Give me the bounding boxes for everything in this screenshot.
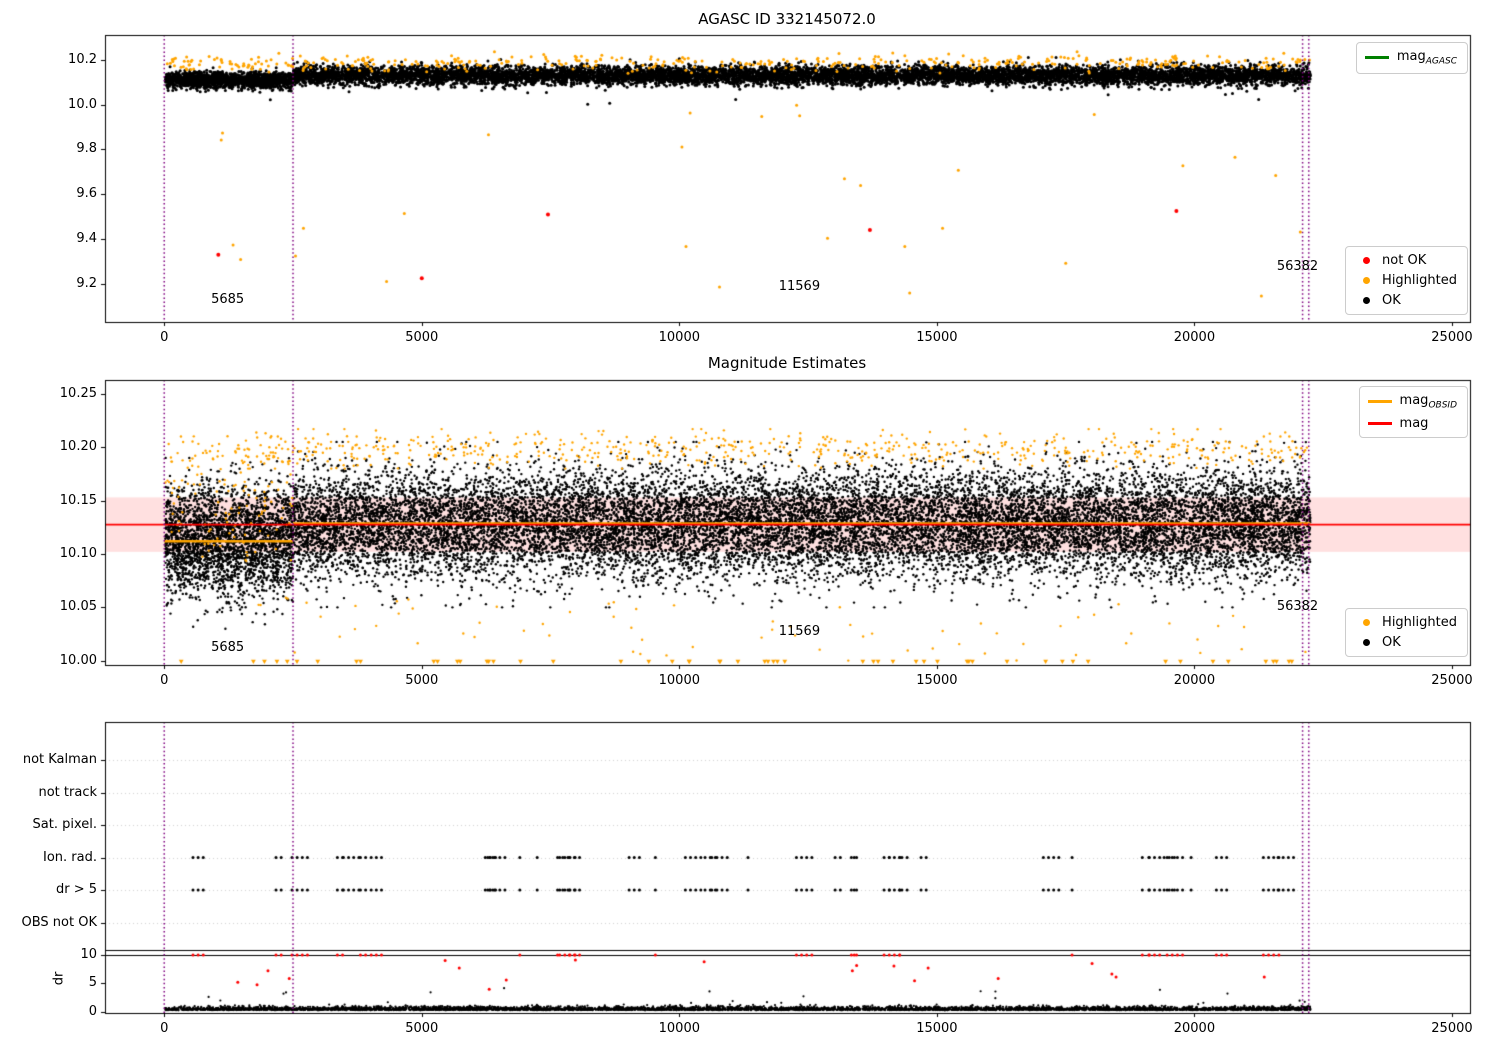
- flag-category-label: OBS not OK: [21, 914, 98, 930]
- legend-label: magOBSID: [1399, 393, 1457, 411]
- legend-label: mag: [1399, 415, 1429, 431]
- obsid-annotation: 56382: [1276, 599, 1319, 615]
- legend-entry-not-ok: not OK: [1354, 253, 1457, 268]
- y-tick-label: 10.05: [59, 599, 97, 615]
- plot2-title: Magnitude Estimates: [707, 354, 867, 372]
- legend-dot-swatch: [1363, 639, 1371, 646]
- legend-entry-highlighted: Highlighted: [1354, 273, 1457, 288]
- x-tick-label: 25000: [1431, 330, 1473, 345]
- legend-label: OK: [1382, 293, 1401, 308]
- x-tick-label: 0: [160, 330, 169, 345]
- legend-dot-swatch: [1363, 277, 1371, 284]
- legend-dot-swatch: [1363, 257, 1371, 264]
- flag-category-label: not track: [38, 784, 97, 800]
- x-tick-label: 0: [160, 1021, 169, 1036]
- x-tick-label: 10000: [658, 673, 700, 688]
- legend-entry-mag: magAGASC: [1364, 49, 1457, 67]
- x-tick-label: 10000: [658, 330, 700, 345]
- flag-category-label: not Kalman: [22, 752, 97, 767]
- legend-entry-mag: mag: [1367, 415, 1457, 431]
- obsid-annotation: 5685: [211, 292, 245, 308]
- x-tick-label: 10000: [658, 1021, 700, 1036]
- obsid-annotation: 11569: [778, 623, 821, 639]
- obsid-annotation: 56382: [1276, 259, 1319, 275]
- y-tick-label: 10.2: [68, 51, 97, 67]
- legend-line-swatch: [1364, 56, 1389, 60]
- legend-label: not OK: [1382, 253, 1427, 268]
- legend-line-swatch: [1367, 400, 1392, 404]
- legend-label: Highlighted: [1382, 273, 1457, 288]
- flag-category-label: dr > 5: [55, 882, 97, 897]
- mag_vs_time-legend-bottom: not OK Highlighted OK: [1345, 246, 1468, 315]
- y-tick-label: 10.25: [59, 385, 97, 401]
- magnitude_estimates-legend-bottom: Highlighted OK: [1345, 608, 1468, 657]
- x-tick-label: 15000: [916, 330, 958, 345]
- legend-dot-swatch: [1363, 297, 1371, 304]
- y-tick-label: 10.20: [59, 439, 97, 455]
- x-tick-label: 20000: [1173, 330, 1216, 345]
- y-tick-label: 0: [88, 1003, 97, 1019]
- x-tick-label: 20000: [1173, 673, 1216, 688]
- x-tick-label: 25000: [1431, 1021, 1473, 1036]
- y-tick-label: 10.10: [59, 545, 97, 561]
- legend-label: Highlighted: [1382, 615, 1457, 630]
- obsid-annotation: 5685: [211, 639, 245, 655]
- mag_vs_time-legend-top: magAGASC: [1355, 42, 1468, 74]
- y-tick-label: 5: [88, 975, 97, 991]
- magnitude_estimates-legend-top: magOBSID mag: [1358, 386, 1468, 438]
- y-tick-label: 10.0: [68, 96, 97, 112]
- x-tick-label: 5000: [405, 1021, 439, 1036]
- legend-entry-mag: magOBSID: [1367, 393, 1457, 411]
- x-tick-label: 25000: [1431, 673, 1473, 688]
- obsid-annotation: 11569: [778, 279, 821, 295]
- y-tick-label: 9.2: [76, 275, 97, 291]
- legend-entry-highlighted: Highlighted: [1354, 615, 1457, 630]
- y-tick-label: 10: [80, 947, 97, 963]
- flag-category-label: Ion. rad.: [43, 849, 97, 865]
- x-tick-label: 5000: [405, 673, 439, 688]
- x-tick-label: 20000: [1173, 1021, 1216, 1036]
- x-tick-label: 15000: [916, 1021, 958, 1036]
- legend-entry-ok: OK: [1354, 293, 1457, 308]
- legend-label: magAGASC: [1396, 49, 1457, 67]
- x-tick-label: 0: [160, 673, 169, 688]
- x-tick-label: 5000: [405, 330, 439, 345]
- legend-dot-swatch: [1363, 619, 1371, 626]
- y-tick-label: 10.15: [59, 492, 97, 508]
- plot1-title: AGASC ID 332145072.0: [698, 10, 876, 28]
- y-tick-label: 9.6: [76, 186, 97, 202]
- legend-line-swatch: [1367, 421, 1392, 425]
- x-tick-label: 15000: [916, 673, 958, 688]
- y-tick-label: 10.00: [59, 652, 97, 668]
- y-tick-label: 9.4: [76, 231, 97, 247]
- y-tick-label: 9.8: [76, 141, 97, 157]
- legend-entry-ok: OK: [1354, 635, 1457, 650]
- flag-category-label: Sat. pixel.: [32, 817, 97, 832]
- legend-label: OK: [1382, 635, 1401, 650]
